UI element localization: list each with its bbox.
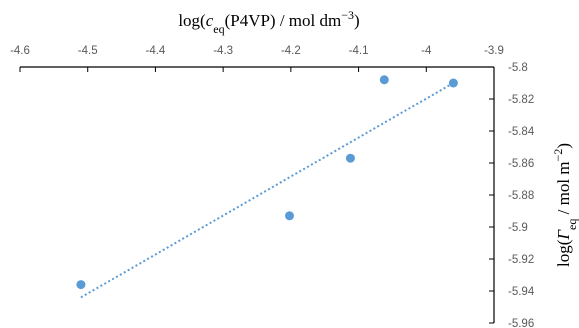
data-points xyxy=(76,75,458,290)
x-tick-label: -4.4 xyxy=(146,45,166,57)
y-tick-label: -5.84 xyxy=(508,126,535,138)
y-axis-title: log(Γeq / mol m−2) xyxy=(551,143,579,267)
data-point xyxy=(76,280,86,290)
y-tick-label: -5.96 xyxy=(508,318,534,328)
x-axis-ticks: -4.6 -4.5 -4.4 -4.3 -4.2 -4.1 -4 -3.9 xyxy=(10,45,504,72)
y-tick-label: -5.8 xyxy=(508,62,528,74)
x-tick-label: -4.6 xyxy=(10,45,30,57)
x-tick-label: -4.3 xyxy=(213,45,233,57)
y-tick-label: -5.9 xyxy=(508,222,528,234)
y-tick-label: -5.88 xyxy=(508,190,534,202)
x-tick-label: -4.2 xyxy=(281,45,301,57)
y-tick-label: -5.82 xyxy=(508,94,534,106)
data-point xyxy=(285,211,295,221)
x-tick-label: -4 xyxy=(421,45,432,57)
data-point xyxy=(448,78,458,88)
y-axis-ticks: -5.8 -5.82 -5.84 -5.86 -5.88 -5.9 -5.92 -5.94 -5… xyxy=(489,62,535,328)
y-tick-label: -5.86 xyxy=(508,158,534,170)
y-tick-label: -5.94 xyxy=(508,286,535,298)
x-tick-label: -4.1 xyxy=(349,45,369,57)
data-point xyxy=(379,75,389,85)
y-tick-label: -5.92 xyxy=(508,254,534,266)
data-point xyxy=(345,153,355,163)
x-axis-title: log(ceq(P4VP) / mol dm−3) xyxy=(178,8,359,36)
x-tick-label: -4.5 xyxy=(78,45,98,57)
trendline xyxy=(80,82,454,299)
x-tick-label: -3.9 xyxy=(484,45,504,57)
